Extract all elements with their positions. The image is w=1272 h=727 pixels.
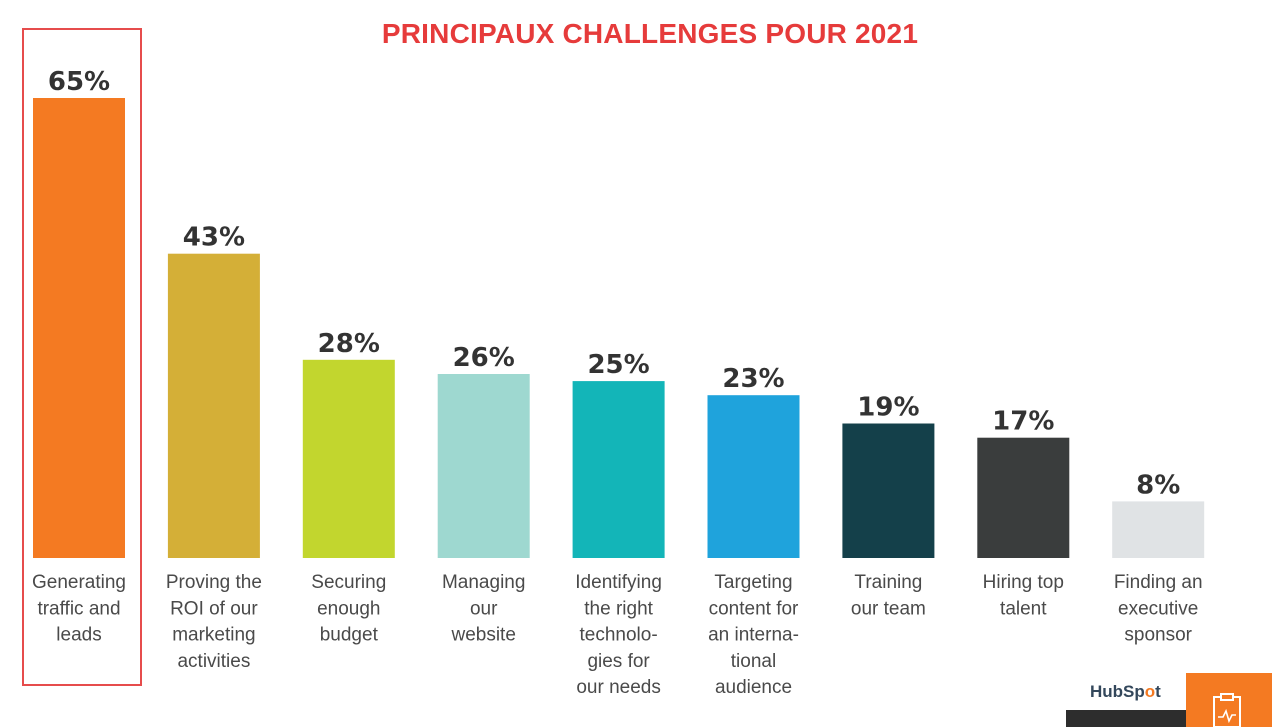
- value-label: 25%: [587, 350, 649, 380]
- bar: [302, 359, 395, 558]
- bar: [977, 437, 1070, 558]
- category-label: Hiring top talent: [983, 572, 1064, 619]
- value-label: 23%: [722, 364, 784, 394]
- bar: [167, 253, 260, 558]
- footer-dark-strip: [1066, 710, 1186, 727]
- bar: [1112, 501, 1205, 558]
- chart-title: PRINCIPAUX CHALLENGES POUR 2021: [381, 18, 919, 49]
- category-label: Managing our website: [442, 572, 525, 646]
- report-icon: [1213, 693, 1241, 727]
- category-label: Training our team: [851, 572, 926, 619]
- category-label: Finding an executive sponsor: [1114, 572, 1203, 646]
- category-label: Securing enough budget: [311, 572, 386, 646]
- value-label: 26%: [453, 343, 515, 373]
- value-label: 28%: [318, 329, 380, 359]
- bar: [842, 423, 935, 558]
- value-label: 8%: [1136, 470, 1180, 500]
- hubspot-logo: HubSpot: [1090, 682, 1161, 701]
- bar: [33, 98, 125, 558]
- category-label: Generating traffic and leads: [32, 572, 126, 646]
- highlight-box: [22, 28, 142, 686]
- bar: [572, 381, 665, 558]
- category-label: Identifying the right technolo-gies for our…: [575, 572, 662, 698]
- value-label: 43%: [183, 223, 245, 253]
- value-label: 19%: [857, 393, 919, 423]
- bar: [707, 395, 800, 558]
- value-label: 65%: [48, 67, 110, 97]
- report-icon-tab: [1186, 673, 1272, 727]
- category-label: Proving the ROI of our marketing activities: [166, 572, 262, 672]
- value-label: 17%: [992, 407, 1054, 437]
- category-label: Targeting content for an interna-tional aud…: [708, 572, 799, 698]
- bar: [437, 374, 530, 558]
